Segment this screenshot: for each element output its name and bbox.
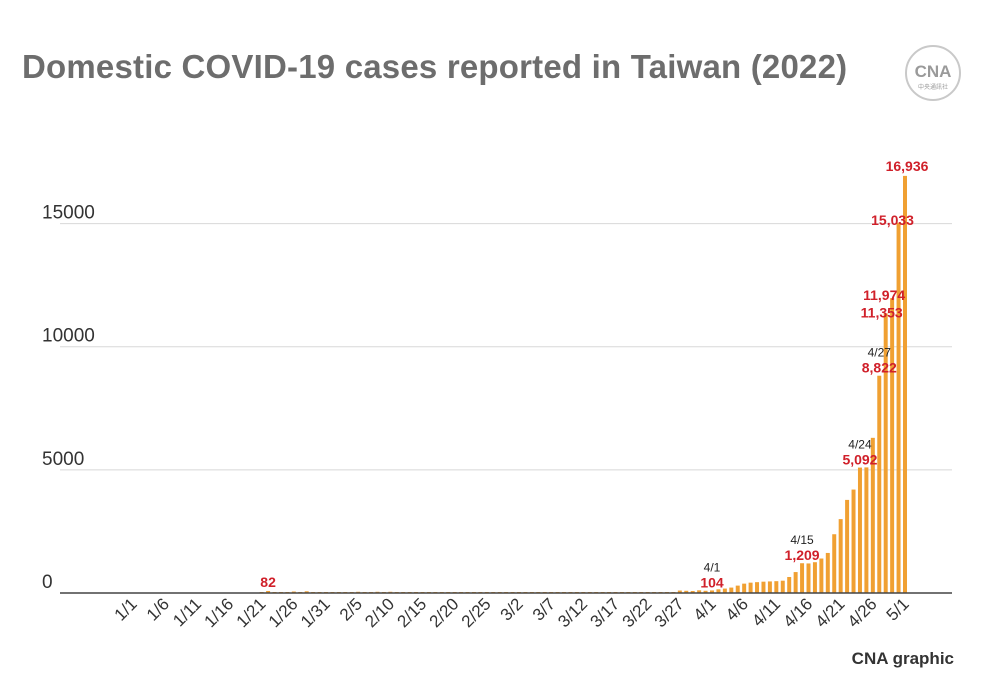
x-tick-label: 1/11 [169,594,205,630]
bar [722,588,727,593]
x-tick-label: 1/26 [265,594,302,631]
data-value-label: 8,822 [862,360,897,376]
y-tick-label: 5000 [42,449,84,470]
x-tick-label: 1/16 [200,594,237,631]
bar [735,585,740,593]
bar [806,563,811,593]
x-tick-label: 4/16 [779,594,816,631]
bar [774,581,779,593]
bar [890,298,895,593]
x-tick-label: 1/6 [143,594,173,624]
bar [787,576,792,593]
bar [864,467,869,593]
bar [800,563,805,593]
bar [690,591,695,593]
bar [304,591,309,593]
bar [697,590,702,593]
date-annotation: 4/1 [704,560,721,574]
bar [748,582,753,593]
bar [851,489,856,593]
gridlines [60,223,952,471]
bar [761,581,766,593]
y-tick-label: 15000 [42,203,95,224]
data-value-label: 15,033 [871,212,914,228]
bar [870,437,875,593]
bar [742,583,747,593]
credit-text: CNA graphic [851,649,954,668]
x-tick-label: 1/21 [233,594,270,631]
bar [812,562,817,593]
x-tick-label: 4/1 [690,594,720,624]
bar [883,313,888,593]
x-tick-label: 2/15 [393,594,430,631]
bar [716,589,721,593]
data-value-label: 104 [700,574,724,590]
x-tick-label: 1/1 [111,594,141,624]
x-tick-labels: 1/1 1/61/111/161/211/261/31 2/52/102/152/2… [111,594,913,631]
bar [793,572,798,593]
bar [729,587,734,593]
bar [703,590,708,593]
data-value-label: 11,974 [863,287,905,303]
bar [819,558,824,593]
data-value-label: 82 [260,574,276,590]
x-tick-label: 3/12 [554,594,591,631]
bar [780,580,785,593]
x-tick-label: 3/7 [529,594,559,624]
x-tick-label: 3/2 [497,594,527,624]
date-annotation: 4/24 [848,438,872,452]
x-tick-label: 2/10 [361,594,398,631]
data-value-label: 11,353 [861,304,903,320]
cna-logo: CNA 中央通訊社 [905,45,961,101]
bar [838,519,843,593]
bar [877,375,882,593]
bar [896,222,901,594]
bar [677,590,682,593]
data-value-label: 1,209 [785,547,820,563]
bar [832,534,837,593]
bar [845,499,850,593]
y-tick-label: 0 [42,572,53,593]
y-tick-label: 10000 [42,326,95,347]
x-tick-label: 1/31 [297,594,334,631]
date-annotation: 4/27 [868,346,892,360]
x-tick-label: 2/5 [336,594,366,624]
bars [259,175,907,594]
chart-title: Domestic COVID-19 cases reported in Taiw… [22,48,848,85]
bar [710,590,714,593]
y-tick-labels: 0 5000 10000 15000 [42,203,95,593]
bar [684,590,689,593]
bar [825,552,830,593]
x-tick-label: 2/25 [458,594,495,631]
x-tick-label: 4/11 [748,594,784,630]
logo-subtext: 中央通訊社 [918,83,948,91]
x-tick-label: 4/21 [812,594,849,631]
x-tick-label: 3/27 [651,594,688,631]
bar [903,175,907,594]
x-tick-label: 5/1 [883,594,913,624]
x-tick-label: 4/26 [844,594,881,631]
data-value-label: 5,092 [842,452,877,468]
bar [266,590,271,593]
x-tick-label: 2/20 [426,594,463,631]
bar [767,581,772,593]
x-tick-label: 3/22 [619,594,656,631]
x-tick-label: 4/6 [722,594,752,624]
logo-text: CNA [915,62,952,81]
x-tick-label: 3/17 [586,594,623,631]
bar [755,582,760,593]
data-value-label: 16,936 [886,158,929,174]
bar [857,467,862,593]
date-annotation: 4/15 [790,533,814,547]
